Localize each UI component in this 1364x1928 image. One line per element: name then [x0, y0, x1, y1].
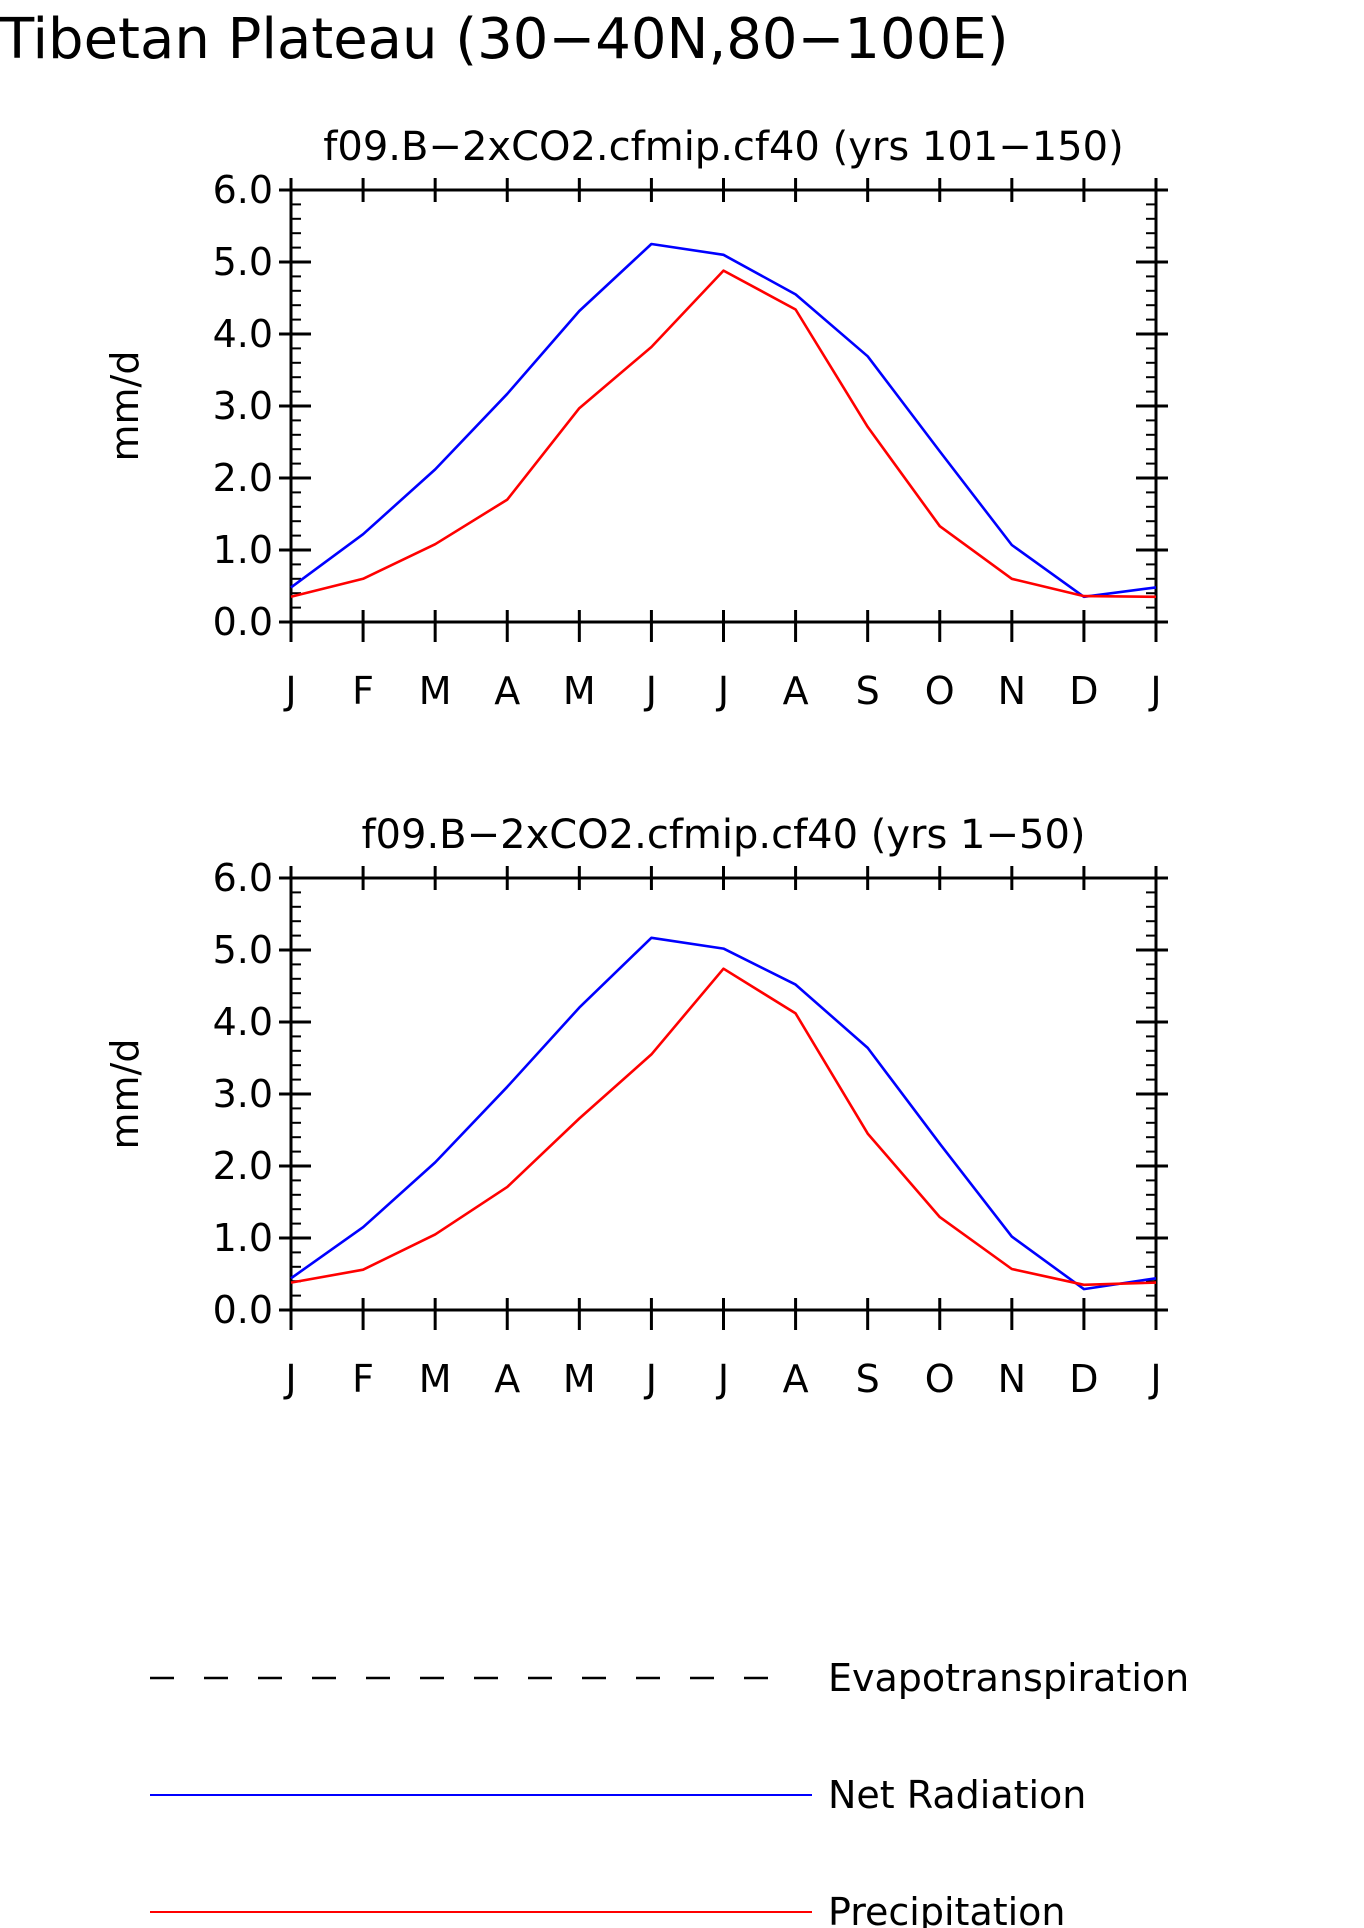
- y-tick-label: 6.0: [213, 168, 273, 212]
- series-line-precipitation: [290, 967, 1157, 1287]
- x-tick-label: F: [352, 1357, 374, 1401]
- x-tick-label: A: [494, 1357, 520, 1401]
- x-tick-label: J: [1148, 669, 1161, 713]
- y-tick-label: 1.0: [213, 528, 273, 572]
- y-tick-label: 3.0: [213, 1072, 273, 1116]
- panel-title: f09.B−2xCO2.cfmip.cf40 (yrs 1−50): [361, 812, 1085, 858]
- y-tick-label: 2.0: [213, 456, 273, 500]
- x-tick-label: J: [716, 669, 729, 713]
- legend-label-precipitation: Precipitation: [828, 1890, 1066, 1928]
- x-tick-label: F: [352, 669, 374, 713]
- x-tick-label: A: [783, 1357, 809, 1401]
- y-tick-label: 4.0: [213, 312, 273, 356]
- y-tick-label: 5.0: [213, 240, 273, 284]
- x-tick-label: D: [1069, 1357, 1098, 1401]
- panel-title: f09.B−2xCO2.cfmip.cf40 (yrs 101−150): [323, 124, 1123, 170]
- x-tick-label: O: [925, 1357, 955, 1401]
- plot-frame: [289, 876, 1158, 1312]
- x-tick-label: A: [494, 669, 520, 713]
- x-tick-label: M: [419, 669, 452, 713]
- y-tick-label: 1.0: [213, 1216, 273, 1260]
- x-tick-label: D: [1069, 669, 1098, 713]
- series-line-precipitation: [290, 269, 1157, 599]
- y-tick-label: 5.0: [213, 928, 273, 972]
- x-tick-label: M: [563, 1357, 596, 1401]
- x-tick-label: O: [925, 669, 955, 713]
- y-tick-label: 2.0: [213, 1144, 273, 1188]
- legend-label-net-radiation: Net Radiation: [828, 1773, 1086, 1817]
- x-tick-label: J: [716, 1357, 729, 1401]
- y-tick-label: 6.0: [213, 856, 273, 900]
- series-line-net-radiation: [290, 242, 1157, 599]
- x-tick-label: J: [644, 1357, 657, 1401]
- x-tick-label: J: [283, 1357, 296, 1401]
- x-tick-label: M: [419, 1357, 452, 1401]
- y-tick-label: 3.0: [213, 384, 273, 428]
- y-tick-label: 0.0: [213, 1288, 273, 1332]
- x-tick-label: M: [563, 669, 596, 713]
- x-tick-label: N: [998, 1357, 1026, 1401]
- panel-bottom: f09.B−2xCO2.cfmip.cf40 (yrs 1−50) mm/d 0.0…: [103, 812, 1168, 1401]
- x-tick-label: S: [856, 669, 880, 713]
- series-line-net-radiation: [290, 936, 1157, 1291]
- x-tick-label: A: [783, 669, 809, 713]
- y-tick-label: 4.0: [213, 1000, 273, 1044]
- legend: Evapotranspiration Net Radiation Precipi…: [150, 1656, 1189, 1928]
- x-tick-label: J: [1148, 1357, 1161, 1401]
- y-axis-label: mm/d: [103, 1039, 147, 1150]
- y-tick-label: 0.0: [213, 600, 273, 644]
- panel-top: f09.B−2xCO2.cfmip.cf40 (yrs 101−150) mm/d…: [103, 124, 1168, 713]
- x-tick-label: J: [644, 669, 657, 713]
- x-tick-label: S: [856, 1357, 880, 1401]
- legend-label-evapotranspiration: Evapotranspiration: [828, 1656, 1189, 1700]
- y-axis-label: mm/d: [103, 351, 147, 462]
- figure-title: Tibetan Plateau (30−40N,80−100E): [0, 7, 1009, 72]
- x-tick-label: J: [283, 669, 296, 713]
- x-tick-label: N: [998, 669, 1026, 713]
